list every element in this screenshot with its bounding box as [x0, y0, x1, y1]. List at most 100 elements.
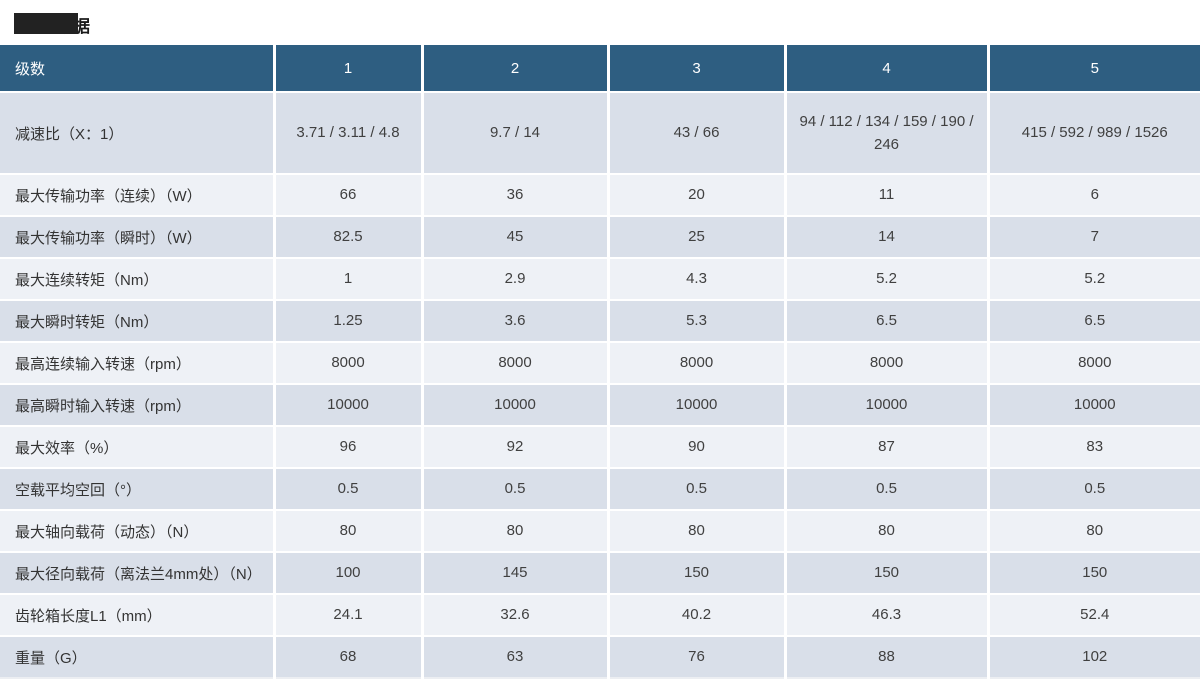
- value-cell: 80: [986, 510, 1200, 552]
- row-label: 最大传输功率（瞬时）（W）: [0, 216, 274, 258]
- value-cell: 96: [272, 426, 422, 468]
- value-cell: 4.3: [606, 258, 785, 300]
- value-cell: 45: [420, 216, 608, 258]
- row-label: 齿轮箱长度L1（mm）: [0, 594, 274, 636]
- value-cell: 80: [783, 510, 988, 552]
- value-cell: 80: [272, 510, 422, 552]
- value-cell: 150: [783, 552, 988, 594]
- value-cell: 43 / 66: [606, 92, 785, 174]
- value-cell: 10000: [420, 384, 608, 426]
- value-cell: 5.2: [986, 258, 1200, 300]
- title-redaction-box: [14, 13, 78, 34]
- value-cell: 66: [272, 174, 422, 216]
- value-cell: 10000: [986, 384, 1200, 426]
- table-row: 减速比（X：1） 3.71 / 3.11 / 4.8 9.7 / 14 43 / 6…: [0, 92, 1200, 174]
- row-label: 最大瞬时转矩（Nm）: [0, 300, 274, 342]
- value-cell: 150: [606, 552, 785, 594]
- value-cell: 6.5: [986, 300, 1200, 342]
- value-cell: 83: [986, 426, 1200, 468]
- value-cell: 24.1: [272, 594, 422, 636]
- value-cell: 46.3: [783, 594, 988, 636]
- value-cell: 82.5: [272, 216, 422, 258]
- table-row: 齿轮箱长度L1（mm） 24.1 32.6 40.2 46.3 52.4: [0, 594, 1200, 636]
- value-cell: 5.3: [606, 300, 785, 342]
- value-cell: 0.5: [986, 468, 1200, 510]
- value-cell: 88: [783, 636, 988, 678]
- value-cell: 415 / 592 / 989 / 1526: [986, 92, 1200, 174]
- table-row: 空载平均空回（°） 0.5 0.5 0.5 0.5 0.5: [0, 468, 1200, 510]
- value-cell: 5.2: [783, 258, 988, 300]
- table-row: 最大效率（%） 96 92 90 87 83: [0, 426, 1200, 468]
- table-row: 最大传输功率（连续）（W） 66 36 20 11 6: [0, 174, 1200, 216]
- value-cell: 10000: [606, 384, 785, 426]
- header-column-3: 3: [606, 45, 785, 93]
- value-cell: 40.2: [606, 594, 785, 636]
- value-cell: 8000: [420, 342, 608, 384]
- value-cell: 94 / 112 / 134 / 159 / 190 / 246: [783, 92, 988, 174]
- value-cell: 10000: [783, 384, 988, 426]
- value-cell: 8000: [272, 342, 422, 384]
- table-row: 重量（G） 68 63 76 88 102: [0, 636, 1200, 678]
- row-label: 重量（G）: [0, 636, 274, 678]
- value-cell: 9.7 / 14: [420, 92, 608, 174]
- table-row: 最大瞬时转矩（Nm） 1.25 3.6 5.3 6.5 6.5: [0, 300, 1200, 342]
- table-row: 最大轴向载荷（动态）（N） 80 80 80 80 80: [0, 510, 1200, 552]
- row-label: 最大径向载荷（离法兰4mm处）（N）: [0, 552, 274, 594]
- header-column-5: 5: [986, 45, 1200, 93]
- value-cell: 0.5: [606, 468, 785, 510]
- row-label: 最大连续转矩（Nm）: [0, 258, 274, 300]
- row-label: 最大轴向载荷（动态）（N）: [0, 510, 274, 552]
- value-cell: 80: [420, 510, 608, 552]
- row-label: 最高连续输入转速（rpm）: [0, 342, 274, 384]
- value-cell: 1.25: [272, 300, 422, 342]
- table-row: 最大连续转矩（Nm） 1 2.9 4.3 5.2 5.2: [0, 258, 1200, 300]
- value-cell: 3.71 / 3.11 / 4.8: [272, 92, 422, 174]
- row-label: 空载平均空回（°）: [0, 468, 274, 510]
- value-cell: 8000: [783, 342, 988, 384]
- value-cell: 68: [272, 636, 422, 678]
- header-stage-label: 级数: [0, 45, 274, 93]
- value-cell: 7: [986, 216, 1200, 258]
- header-column-4: 4: [783, 45, 988, 93]
- value-cell: 11: [783, 174, 988, 216]
- header-column-2: 2: [420, 45, 608, 93]
- row-label: 最大传输功率（连续）（W）: [0, 174, 274, 216]
- table-row: 最高连续输入转速（rpm） 8000 8000 8000 8000 8000: [0, 342, 1200, 384]
- value-cell: 87: [783, 426, 988, 468]
- value-cell: 0.5: [783, 468, 988, 510]
- value-cell: 32.6: [420, 594, 608, 636]
- value-cell: 102: [986, 636, 1200, 678]
- value-cell: 2.9: [420, 258, 608, 300]
- value-cell: 6.5: [783, 300, 988, 342]
- value-cell: 14: [783, 216, 988, 258]
- value-cell: 25: [606, 216, 785, 258]
- row-label: 减速比（X：1）: [0, 92, 274, 174]
- row-label: 最大效率（%）: [0, 426, 274, 468]
- value-cell: 63: [420, 636, 608, 678]
- value-cell: 100: [272, 552, 422, 594]
- value-cell: 0.5: [272, 468, 422, 510]
- header-column-1: 1: [272, 45, 422, 93]
- table-row: 最大径向载荷（离法兰4mm处）（N） 100 145 150 150 150: [0, 552, 1200, 594]
- value-cell: 76: [606, 636, 785, 678]
- value-cell: 52.4: [986, 594, 1200, 636]
- row-label: 最高瞬时输入转速（rpm）: [0, 384, 274, 426]
- value-cell: 6: [986, 174, 1200, 216]
- value-cell: 0.5: [420, 468, 608, 510]
- value-cell: 10000: [272, 384, 422, 426]
- value-cell: 1: [272, 258, 422, 300]
- page-title-bar: 技术数据: [0, 0, 1200, 45]
- table-row: 最高瞬时输入转速（rpm） 10000 10000 10000 10000 10000: [0, 384, 1200, 426]
- value-cell: 92: [420, 426, 608, 468]
- value-cell: 3.6: [420, 300, 608, 342]
- value-cell: 8000: [986, 342, 1200, 384]
- value-cell: 90: [606, 426, 785, 468]
- value-cell: 145: [420, 552, 608, 594]
- value-cell: 80: [606, 510, 785, 552]
- value-cell: 8000: [606, 342, 785, 384]
- table-row: 最大传输功率（瞬时）（W） 82.5 45 25 14 7: [0, 216, 1200, 258]
- value-cell: 36: [420, 174, 608, 216]
- value-cell: 150: [986, 552, 1200, 594]
